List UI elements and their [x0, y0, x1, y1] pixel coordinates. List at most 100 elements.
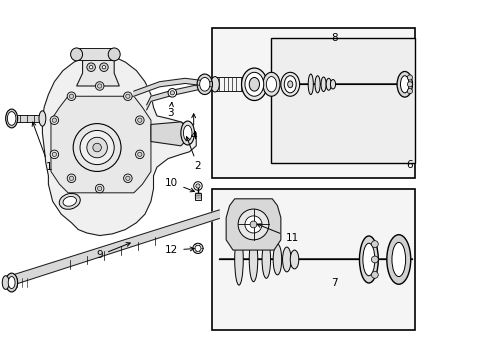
Polygon shape: [77, 48, 114, 60]
Circle shape: [102, 66, 105, 69]
Circle shape: [87, 137, 107, 158]
Text: 6: 6: [406, 159, 412, 170]
Text: 7: 7: [331, 278, 337, 288]
Ellipse shape: [249, 237, 257, 282]
Ellipse shape: [108, 48, 120, 61]
Bar: [194, 193, 201, 200]
Circle shape: [249, 221, 256, 228]
Circle shape: [135, 150, 144, 159]
Circle shape: [67, 92, 76, 100]
Ellipse shape: [284, 76, 296, 93]
Text: 11: 11: [257, 224, 298, 243]
Circle shape: [123, 174, 132, 183]
Circle shape: [50, 116, 59, 125]
Circle shape: [244, 216, 262, 233]
Ellipse shape: [262, 241, 270, 278]
Circle shape: [123, 92, 132, 100]
Ellipse shape: [197, 74, 212, 95]
Circle shape: [67, 174, 76, 183]
Ellipse shape: [6, 109, 18, 128]
Text: 1: 1: [32, 122, 52, 172]
Text: 4: 4: [190, 114, 197, 140]
Ellipse shape: [320, 77, 325, 91]
Circle shape: [52, 118, 57, 122]
Ellipse shape: [181, 121, 194, 145]
Text: 2: 2: [186, 136, 201, 171]
Circle shape: [407, 89, 411, 94]
Ellipse shape: [307, 74, 313, 95]
Ellipse shape: [2, 276, 9, 289]
Ellipse shape: [282, 247, 290, 272]
Ellipse shape: [7, 112, 16, 125]
Circle shape: [195, 184, 200, 188]
Ellipse shape: [266, 77, 276, 92]
Polygon shape: [51, 96, 151, 193]
Circle shape: [125, 94, 130, 98]
Ellipse shape: [39, 111, 46, 126]
Circle shape: [97, 186, 102, 191]
Circle shape: [135, 116, 144, 125]
Circle shape: [192, 243, 203, 253]
Circle shape: [168, 89, 176, 97]
Circle shape: [97, 84, 102, 88]
Ellipse shape: [290, 250, 298, 269]
Bar: [211, 189, 414, 330]
Ellipse shape: [199, 77, 209, 91]
Text: 10: 10: [165, 177, 194, 192]
Circle shape: [170, 91, 174, 95]
Polygon shape: [5, 210, 219, 288]
Circle shape: [69, 94, 74, 98]
Circle shape: [371, 256, 378, 263]
Polygon shape: [151, 122, 187, 146]
Polygon shape: [146, 82, 211, 110]
Circle shape: [371, 241, 378, 248]
Polygon shape: [134, 78, 211, 96]
Circle shape: [138, 152, 142, 157]
Circle shape: [125, 176, 130, 180]
Ellipse shape: [59, 193, 80, 209]
Ellipse shape: [287, 81, 292, 88]
Bar: [211, 28, 414, 178]
Ellipse shape: [386, 235, 410, 284]
Ellipse shape: [330, 80, 335, 89]
Ellipse shape: [241, 68, 266, 100]
Circle shape: [87, 63, 95, 72]
Ellipse shape: [263, 72, 280, 96]
Text: 9: 9: [96, 243, 130, 260]
Ellipse shape: [314, 76, 320, 93]
Circle shape: [95, 184, 104, 193]
Text: 3: 3: [167, 103, 174, 118]
Ellipse shape: [234, 234, 243, 285]
Polygon shape: [225, 199, 280, 250]
Ellipse shape: [244, 72, 263, 96]
Bar: [271, 38, 414, 163]
Circle shape: [93, 143, 101, 152]
Polygon shape: [42, 54, 196, 235]
Circle shape: [407, 75, 411, 80]
Ellipse shape: [70, 48, 82, 61]
Ellipse shape: [400, 76, 408, 93]
Polygon shape: [8, 115, 42, 122]
Ellipse shape: [391, 242, 405, 276]
Circle shape: [238, 209, 268, 240]
Text: 8: 8: [331, 33, 337, 43]
Ellipse shape: [210, 77, 219, 92]
Ellipse shape: [325, 78, 330, 90]
Ellipse shape: [8, 276, 15, 288]
Circle shape: [193, 182, 202, 190]
Ellipse shape: [183, 125, 192, 141]
Circle shape: [371, 271, 378, 278]
Circle shape: [95, 82, 104, 90]
Circle shape: [50, 150, 59, 159]
Ellipse shape: [280, 72, 299, 96]
Polygon shape: [77, 60, 119, 86]
Text: 12: 12: [165, 245, 194, 255]
Ellipse shape: [359, 236, 378, 283]
Ellipse shape: [249, 77, 259, 91]
Ellipse shape: [362, 243, 374, 276]
Circle shape: [52, 152, 57, 157]
Ellipse shape: [63, 197, 76, 206]
Circle shape: [195, 246, 201, 251]
Circle shape: [89, 66, 93, 69]
Ellipse shape: [396, 72, 411, 97]
